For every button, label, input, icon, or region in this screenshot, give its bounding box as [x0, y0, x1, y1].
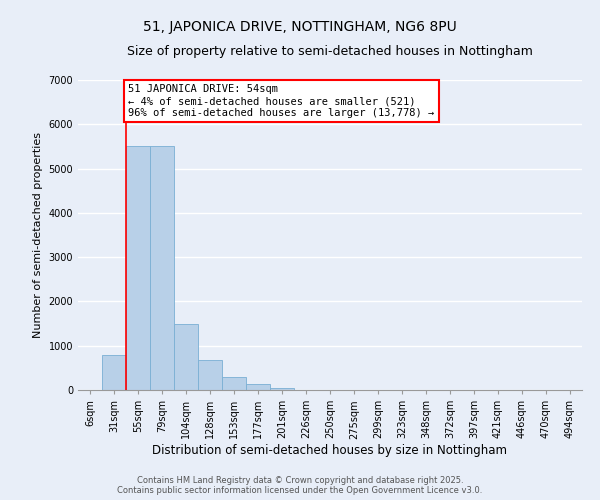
Bar [270, 388, 294, 390]
Bar [198, 360, 222, 390]
Title: Size of property relative to semi-detached houses in Nottingham: Size of property relative to semi-detach… [127, 45, 533, 58]
Text: 51 JAPONICA DRIVE: 54sqm
← 4% of semi-detached houses are smaller (521)
96% of s: 51 JAPONICA DRIVE: 54sqm ← 4% of semi-de… [128, 84, 434, 117]
Text: Contains HM Land Registry data © Crown copyright and database right 2025.
Contai: Contains HM Land Registry data © Crown c… [118, 476, 482, 495]
Bar [126, 146, 150, 390]
Bar [174, 324, 198, 390]
Text: 51, JAPONICA DRIVE, NOTTINGHAM, NG6 8PU: 51, JAPONICA DRIVE, NOTTINGHAM, NG6 8PU [143, 20, 457, 34]
Bar [150, 146, 174, 390]
X-axis label: Distribution of semi-detached houses by size in Nottingham: Distribution of semi-detached houses by … [152, 444, 508, 457]
Bar [222, 377, 246, 390]
Bar [102, 354, 126, 390]
Y-axis label: Number of semi-detached properties: Number of semi-detached properties [33, 132, 43, 338]
Bar [246, 384, 270, 390]
